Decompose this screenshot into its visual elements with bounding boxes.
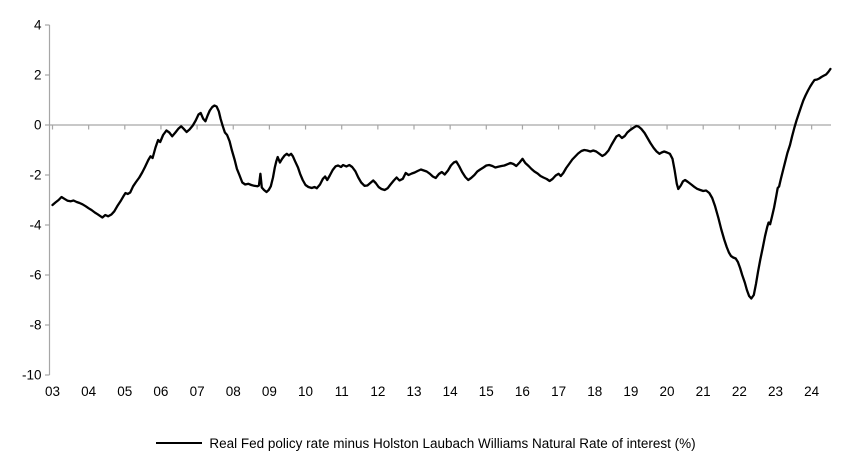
x-axis-label: 13	[406, 384, 421, 399]
y-axis-label: -2	[29, 168, 41, 183]
x-axis-label: 09	[262, 384, 277, 399]
x-axis-label: 21	[696, 384, 711, 399]
x-axis-label: 05	[117, 384, 132, 399]
y-axis-label: 0	[34, 118, 42, 133]
y-axis-label: -10	[22, 368, 42, 383]
x-axis-label: 19	[623, 384, 638, 399]
x-axis-label: 18	[587, 384, 602, 399]
legend-label: Real Fed policy rate minus Holston Lauba…	[209, 435, 696, 451]
x-axis-label: 03	[45, 384, 60, 399]
x-axis-label: 16	[515, 384, 530, 399]
legend: Real Fed policy rate minus Holston Lauba…	[0, 433, 852, 453]
x-axis-label: 06	[153, 384, 168, 399]
data-series-line	[51, 67, 832, 300]
x-axis-label: 07	[190, 384, 205, 399]
y-axis-label: 4	[34, 18, 42, 33]
x-axis-label: 08	[226, 384, 241, 399]
x-axis-label: 10	[298, 384, 313, 399]
legend-line-sample-icon	[156, 442, 203, 444]
x-axis-label: 22	[732, 384, 747, 399]
x-axis-label: 12	[370, 384, 385, 399]
x-axis-label: 23	[768, 384, 783, 399]
x-axis-label: 24	[804, 384, 820, 399]
x-axis-label: 20	[660, 384, 675, 399]
y-axis-label: -6	[29, 268, 41, 283]
y-axis-label: -8	[29, 318, 41, 333]
x-axis-label: 17	[551, 384, 566, 399]
x-axis-label: 04	[81, 384, 97, 399]
x-axis-label: 15	[479, 384, 494, 399]
x-axis-label: 11	[335, 384, 349, 399]
y-axis-label: -4	[29, 218, 41, 233]
x-axis-label: 14	[443, 384, 459, 399]
y-axis-label: 2	[34, 68, 42, 83]
